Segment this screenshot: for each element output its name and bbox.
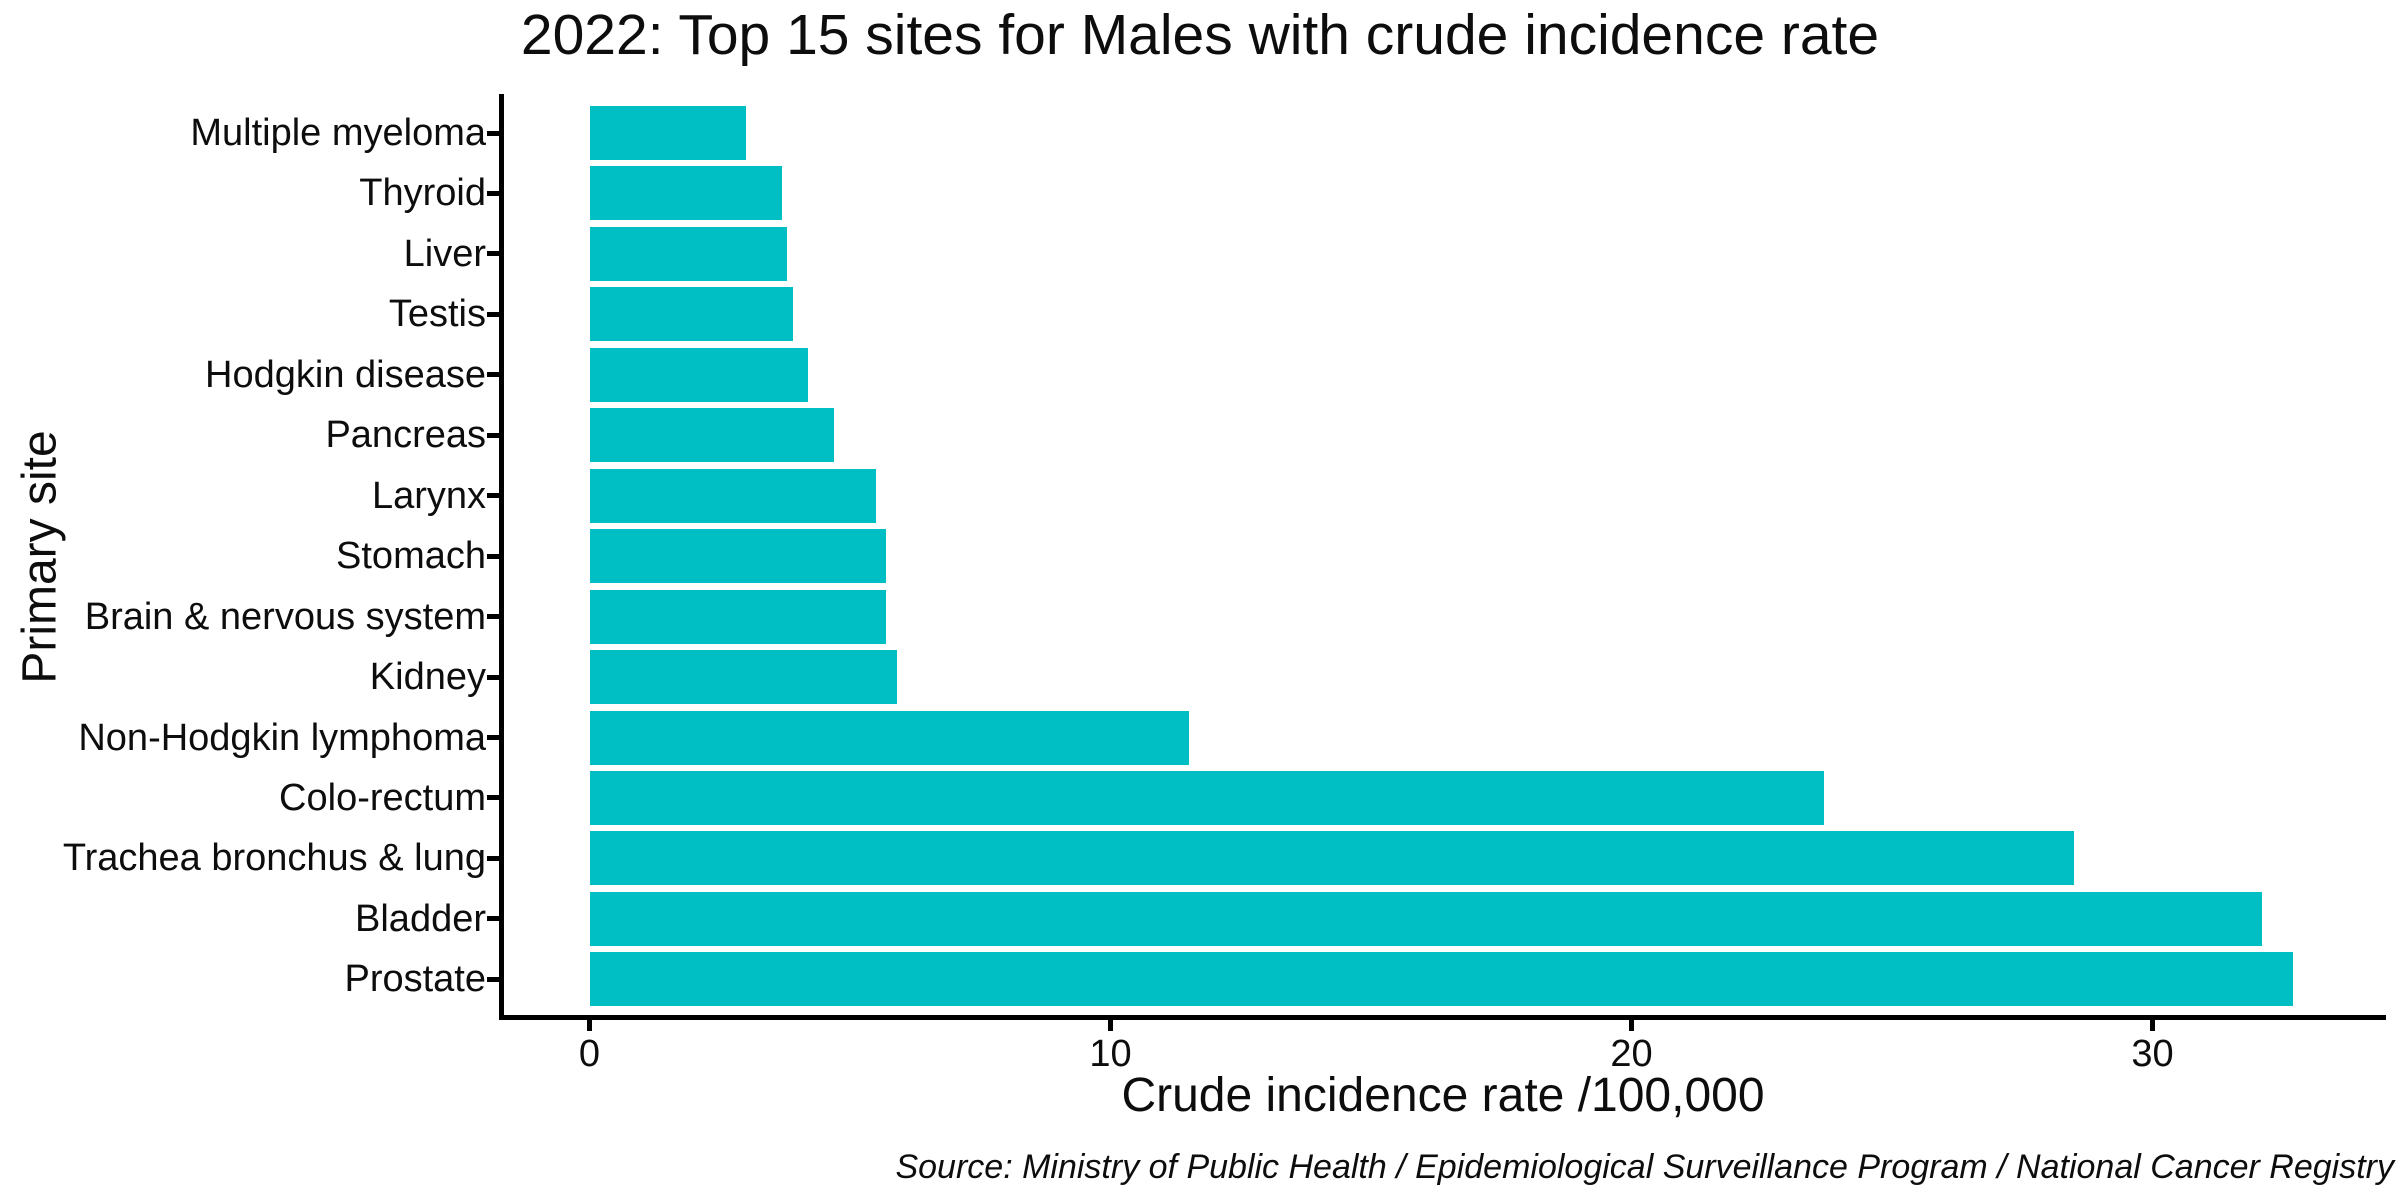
y-axis-tick bbox=[487, 553, 500, 559]
category-label: Bladder bbox=[355, 897, 486, 940]
y-axis-line bbox=[499, 94, 504, 1020]
y-axis-tick bbox=[487, 916, 500, 922]
bar-brain-nervous-system bbox=[589, 589, 887, 644]
x-axis-tick bbox=[587, 1020, 592, 1031]
y-axis-tick bbox=[487, 674, 500, 680]
x-tick-label: 20 bbox=[1610, 1033, 1653, 1075]
category-label: Kidney bbox=[369, 656, 486, 699]
y-axis-tick bbox=[487, 130, 500, 136]
category-label: Brain & nervous system bbox=[84, 595, 486, 638]
category-label: Thyroid bbox=[359, 172, 486, 215]
bar-thyroid bbox=[589, 166, 783, 221]
y-axis-tick bbox=[487, 190, 500, 196]
bar-larynx bbox=[589, 468, 877, 523]
source-note: Source: Ministry of Public Health / Epid… bbox=[895, 1148, 2394, 1186]
x-axis-tick bbox=[1629, 1020, 1634, 1031]
category-label: Stomach bbox=[336, 535, 486, 578]
chart-title: 2022: Top 15 sites for Males with crude … bbox=[520, 3, 1880, 67]
x-axis-line bbox=[499, 1015, 2386, 1020]
category-label: Prostate bbox=[344, 958, 486, 1001]
x-tick-label: 30 bbox=[2131, 1033, 2174, 1075]
bar-bladder bbox=[589, 891, 2262, 946]
y-axis-tick bbox=[487, 795, 500, 801]
y-axis-tick bbox=[487, 976, 500, 982]
category-label: Hodgkin disease bbox=[205, 353, 486, 396]
bar-colo-rectum bbox=[589, 770, 1825, 825]
y-axis-tick bbox=[487, 855, 500, 861]
category-label: Liver bbox=[403, 232, 486, 275]
x-axis-tick bbox=[2150, 1020, 2155, 1031]
bar-non-hodgkin-lymphoma bbox=[589, 710, 1189, 765]
x-axis-title: Crude incidence rate /100,000 bbox=[1121, 1069, 1765, 1122]
bar-stomach bbox=[589, 529, 887, 584]
y-axis-tick bbox=[487, 614, 500, 620]
x-tick-label: 10 bbox=[1089, 1033, 1132, 1075]
category-label: Pancreas bbox=[325, 414, 486, 457]
bar-hodgkin-disease bbox=[589, 347, 809, 402]
bar-multiple-myeloma bbox=[589, 106, 746, 160]
y-axis-tick bbox=[487, 493, 500, 499]
bar-testis bbox=[589, 287, 793, 342]
y-axis-tick bbox=[487, 372, 500, 378]
category-label: Multiple myeloma bbox=[190, 112, 486, 154]
x-tick-label: 0 bbox=[578, 1033, 601, 1075]
category-label: Trachea bronchus & lung bbox=[62, 837, 486, 880]
bar-pancreas bbox=[589, 408, 835, 463]
category-label: Non-Hodgkin lymphoma bbox=[78, 716, 486, 759]
y-axis-tick bbox=[487, 735, 500, 740]
bar-liver bbox=[589, 226, 788, 281]
category-label: Testis bbox=[388, 293, 486, 336]
y-axis-tick bbox=[487, 251, 500, 257]
bar-trachea-bronchus-lung bbox=[589, 831, 2075, 886]
y-axis-tick bbox=[487, 311, 500, 317]
bar-kidney bbox=[589, 650, 897, 705]
category-label: Larynx bbox=[371, 474, 486, 517]
x-axis-tick bbox=[1108, 1020, 1113, 1031]
category-label: Colo-rectum bbox=[279, 776, 486, 819]
y-axis-tick bbox=[487, 432, 500, 438]
bar-prostate bbox=[589, 952, 2294, 1007]
